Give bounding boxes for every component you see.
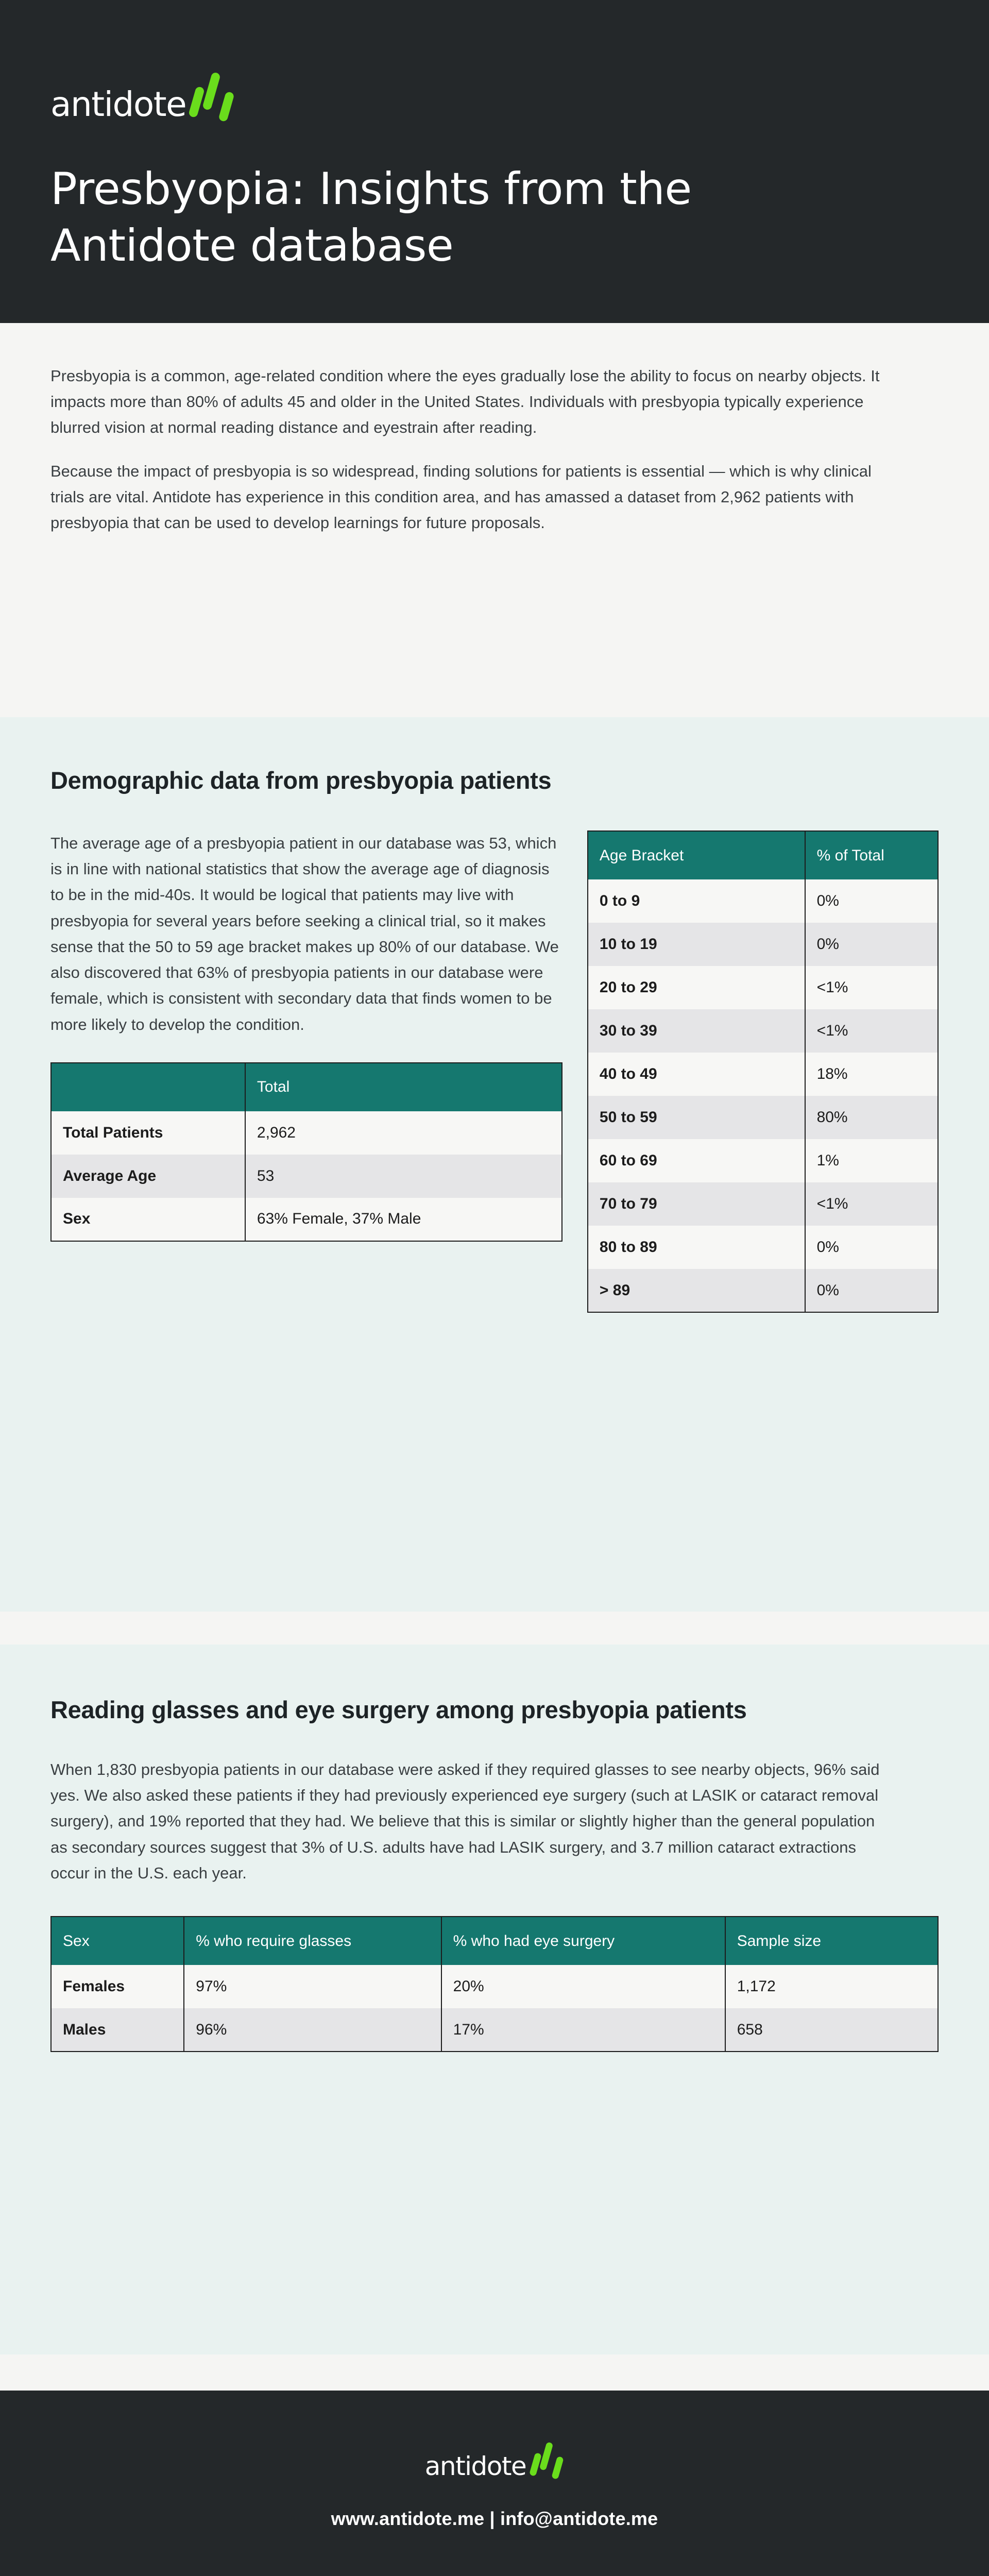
table-row: 30 to 39 <1% bbox=[587, 1009, 938, 1053]
table-row: Sex 63% Female, 37% Male bbox=[51, 1197, 562, 1241]
age-bracket-label: 40 to 49 bbox=[587, 1053, 806, 1096]
glasses-paragraph: When 1,830 presbyopia patients in our da… bbox=[50, 1760, 880, 1882]
table-row: Females 97% 20% 1,172 bbox=[51, 1965, 938, 2009]
glasses-row-require-glasses: 97% bbox=[184, 1965, 442, 2009]
three-slash-mark-icon bbox=[529, 2442, 565, 2480]
glasses-heading: Reading glasses and eye surgery among pr… bbox=[50, 1696, 747, 1723]
glasses-surgery-section: Reading glasses and eye surgery among pr… bbox=[0, 1645, 989, 2354]
page-title: Presbyopia: Insights from the Antidote d… bbox=[50, 163, 692, 272]
total-table-header-total: Total bbox=[245, 1062, 562, 1111]
age-bracket-pct: 18% bbox=[805, 1053, 938, 1096]
table-row: 10 to 19 0% bbox=[587, 923, 938, 967]
glasses-row-sample-size: 1,172 bbox=[725, 1965, 938, 2009]
age-bracket-label: 20 to 29 bbox=[587, 966, 806, 1010]
table-row: 20 to 29 <1% bbox=[587, 966, 938, 1010]
demographics-content-grid: The average age of a presbyopia patient … bbox=[50, 831, 939, 1313]
footer-contact-line[interactable]: www.antidote.me | info@antidote.me bbox=[331, 2508, 658, 2529]
table-row: Males 96% 17% 658 bbox=[51, 2008, 938, 2052]
glasses-row-sex: Females bbox=[51, 1965, 185, 2009]
glasses-table-header-sex: Sex bbox=[51, 1917, 185, 1965]
total-row-value: 53 bbox=[245, 1154, 562, 1198]
age-bracket-pct: 0% bbox=[805, 1226, 938, 1269]
age-bracket-label: 60 to 69 bbox=[587, 1139, 806, 1183]
page-header: antidote Presbyopia: Insights from the A… bbox=[0, 0, 989, 323]
age-bracket-label: 10 to 19 bbox=[587, 923, 806, 967]
demographics-right-column: Age Bracket % of Total 0 to 9 0% 10 to 1… bbox=[587, 831, 939, 1313]
age-bracket-pct: <1% bbox=[805, 1009, 938, 1053]
table-row: 60 to 69 1% bbox=[587, 1139, 938, 1183]
total-row-label: Total Patients bbox=[51, 1111, 246, 1155]
total-summary-table: Total Total Patients 2,962 Average Age 5… bbox=[50, 1062, 562, 1242]
glasses-row-require-glasses: 96% bbox=[184, 2008, 442, 2052]
age-bracket-label: 30 to 39 bbox=[587, 1009, 806, 1053]
table-row: 50 to 59 80% bbox=[587, 1096, 938, 1140]
footer-divider-band bbox=[0, 2354, 989, 2391]
brand-logo[interactable]: antidote bbox=[50, 72, 235, 124]
total-row-value: 2,962 bbox=[245, 1111, 562, 1155]
demographics-paragraph: The average age of a presbyopia patient … bbox=[50, 834, 559, 1033]
table-row: 0 to 9 0% bbox=[587, 879, 938, 923]
glasses-row-eye-surgery: 20% bbox=[441, 1965, 726, 2009]
demographics-left-column: The average age of a presbyopia patient … bbox=[50, 831, 562, 1242]
glasses-row-sex: Males bbox=[51, 2008, 185, 2052]
age-bracket-pct: 0% bbox=[805, 923, 938, 967]
demographics-heading: Demographic data from presbyopia patient… bbox=[50, 767, 552, 794]
table-header-row: Total bbox=[51, 1062, 562, 1111]
glasses-row-sample-size: 658 bbox=[725, 2008, 938, 2052]
age-table-header-pct: % of Total bbox=[805, 831, 938, 880]
intro-paragraph-1: Presbyopia is a common, age-related cond… bbox=[50, 367, 880, 437]
total-table-header-blank bbox=[51, 1062, 246, 1111]
table-row: Total Patients 2,962 bbox=[51, 1111, 562, 1155]
table-header-row: Sex % who require glasses % who had eye … bbox=[51, 1917, 938, 1965]
table-row: > 89 0% bbox=[587, 1269, 938, 1313]
age-bracket-label: 50 to 59 bbox=[587, 1096, 806, 1140]
total-row-value: 63% Female, 37% Male bbox=[245, 1197, 562, 1241]
table-row: Average Age 53 bbox=[51, 1154, 562, 1198]
glasses-table-header-require-glasses: % who require glasses bbox=[184, 1917, 442, 1965]
brand-wordmark: antidote bbox=[50, 84, 187, 124]
table-row: 70 to 79 <1% bbox=[587, 1182, 938, 1226]
three-slash-mark-icon bbox=[188, 72, 235, 123]
footer-brand-logo[interactable]: antidote bbox=[424, 2442, 565, 2481]
page-footer: antidote www.antidote.me | info@antidote… bbox=[0, 2391, 989, 2576]
age-bracket-pct: 1% bbox=[805, 1139, 938, 1183]
total-row-label: Average Age bbox=[51, 1154, 246, 1198]
age-bracket-label: 80 to 89 bbox=[587, 1226, 806, 1269]
glasses-row-eye-surgery: 17% bbox=[441, 2008, 726, 2052]
intro-paragraph-2: Because the impact of presbyopia is so w… bbox=[50, 462, 872, 532]
age-bracket-label: > 89 bbox=[587, 1269, 806, 1313]
table-header-row: Age Bracket % of Total bbox=[587, 831, 938, 880]
age-bracket-label: 0 to 9 bbox=[587, 879, 806, 923]
glasses-table-header-eye-surgery: % who had eye surgery bbox=[441, 1917, 726, 1965]
glasses-table-header-sample-size: Sample size bbox=[725, 1917, 938, 1965]
age-bracket-label: 70 to 79 bbox=[587, 1182, 806, 1226]
table-row: 40 to 49 18% bbox=[587, 1053, 938, 1096]
demographics-section: Demographic data from presbyopia patient… bbox=[0, 717, 989, 1612]
age-bracket-pct: <1% bbox=[805, 966, 938, 1010]
table-row: 80 to 89 0% bbox=[587, 1226, 938, 1269]
age-bracket-pct: <1% bbox=[805, 1182, 938, 1226]
age-bracket-table: Age Bracket % of Total 0 to 9 0% 10 to 1… bbox=[587, 831, 939, 1313]
age-bracket-pct: 0% bbox=[805, 1269, 938, 1313]
age-bracket-pct: 80% bbox=[805, 1096, 938, 1140]
age-bracket-pct: 0% bbox=[805, 879, 938, 923]
glasses-surgery-table: Sex % who require glasses % who had eye … bbox=[50, 1916, 939, 2053]
intro-section: Presbyopia is a common, age-related cond… bbox=[0, 323, 989, 717]
footer-brand-wordmark: antidote bbox=[424, 2451, 527, 2481]
section-divider-band bbox=[0, 1612, 989, 1645]
age-table-header-bracket: Age Bracket bbox=[587, 831, 806, 880]
total-row-label: Sex bbox=[51, 1197, 246, 1241]
